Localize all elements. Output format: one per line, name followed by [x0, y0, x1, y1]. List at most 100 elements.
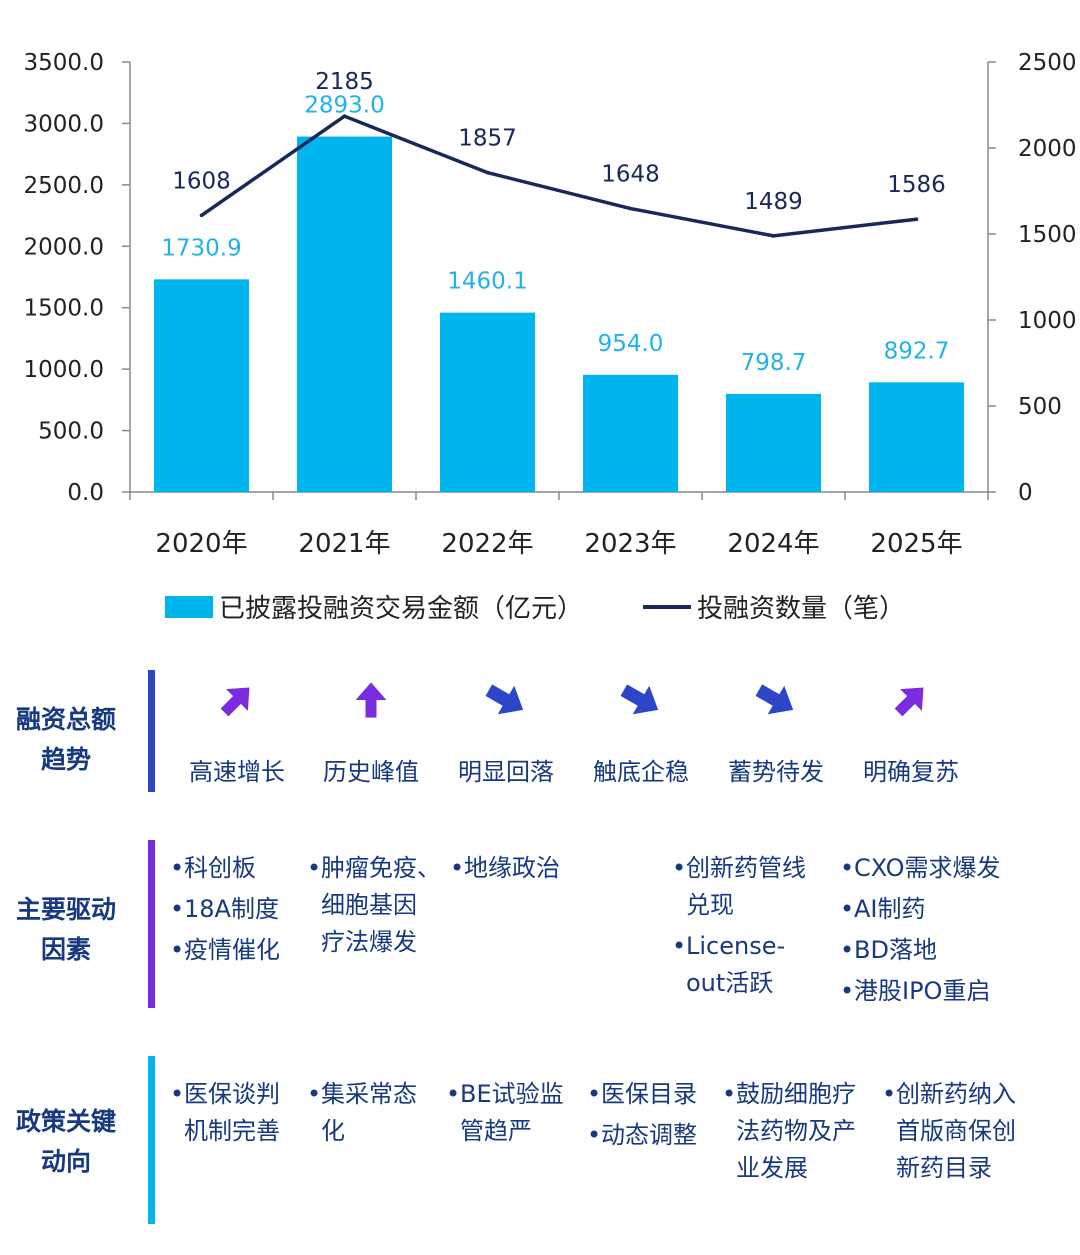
bullet-text: 兑现: [686, 891, 734, 919]
line-data-label: 1857: [458, 126, 517, 152]
line-point: [199, 213, 204, 218]
bullet-item: • 疫情催化: [170, 932, 280, 969]
bullet-dot: [722, 1113, 736, 1150]
bullet-dot: •: [170, 936, 185, 964]
line-point: [342, 114, 347, 118]
x-tick-label: 2023年: [584, 529, 676, 559]
x-tick-label: 2025年: [870, 529, 962, 559]
left-tick-label: 0.0: [67, 480, 104, 506]
trend-label: 明确复苏: [863, 758, 959, 786]
bullet-text: 创新药管线: [686, 854, 806, 882]
bullet-text: BE试验监: [460, 1080, 564, 1108]
bullet-column: • 医保目录 • 动态调整: [587, 1076, 697, 1154]
bullet-dot: •: [307, 854, 322, 882]
bullet-text: 管趋严: [460, 1117, 532, 1145]
bullet-dot: •: [307, 1080, 322, 1108]
bullet-dot: [307, 924, 321, 961]
arrow-down-right-icon: [485, 684, 524, 715]
line-point: [914, 217, 919, 222]
bullet-item: • 创新药管线: [672, 850, 806, 887]
x-tick-label: 2024年: [727, 529, 819, 559]
bullet-item-continuation: out活跃: [672, 965, 806, 1002]
bar-data-label: 1460.1: [447, 269, 527, 295]
bullet-text: 港股IPO重启: [854, 977, 991, 1005]
bullet-item-continuation: 业发展: [722, 1150, 856, 1187]
bullet-item-continuation: 机制完善: [170, 1113, 280, 1150]
bullet-item: • AI制药: [840, 891, 1001, 928]
bullet-dot: •: [170, 854, 185, 882]
bullet-dot: •: [446, 1080, 461, 1108]
bullet-dot: [882, 1113, 896, 1150]
bullet-dot: [882, 1150, 896, 1187]
bullet-dot: [446, 1113, 460, 1150]
bullet-item: • 地缘政治: [450, 850, 560, 887]
bullet-text: AI制药: [854, 895, 926, 923]
bullet-dot: •: [450, 854, 465, 882]
bullet-item: • 动态调整: [587, 1117, 697, 1154]
bullet-item-continuation: 新药目录: [882, 1150, 1016, 1187]
bullet-text: 创新药纳入: [896, 1080, 1016, 1108]
left-tick-label: 3500.0: [24, 50, 104, 76]
line-data-label: 1489: [744, 189, 803, 215]
policy-title-line2: 动向: [40, 1147, 91, 1176]
bullet-dot: [672, 965, 686, 1002]
line-point: [771, 234, 776, 238]
bar-data-label: 798.7: [741, 350, 807, 376]
bullet-item: • 18A制度: [170, 891, 280, 928]
bullet-text: 新药目录: [896, 1154, 992, 1182]
bullet-text: 鼓励细胞疗: [736, 1080, 856, 1108]
bullet-dot: •: [882, 1080, 897, 1108]
trend-section-title: 融资总额 趋势: [6, 700, 126, 780]
bullet-dot: •: [840, 977, 855, 1005]
bar-data-label: 892.7: [884, 338, 950, 364]
bullet-column: • 创新药管线 兑现 • License-out活跃: [672, 850, 806, 1002]
policy-section-title: 政策关键 动向: [6, 1102, 126, 1182]
bullet-text: 18A制度: [184, 895, 279, 923]
bullet-dot: [170, 1113, 184, 1150]
bar: [154, 279, 249, 492]
bullet-text: 肿瘤免疫、: [321, 854, 441, 882]
drivers-section-title: 主要驱动 因素: [6, 890, 126, 970]
legend-bar-label: 已披露投融资交易金额（亿元）: [219, 594, 584, 624]
trend-label: 历史峰值: [323, 758, 419, 786]
bullet-dot: •: [722, 1080, 737, 1108]
left-tick-label: 2000.0: [24, 234, 104, 260]
bullet-item-continuation: 法药物及产: [722, 1113, 856, 1150]
arrow-down-right-icon: [755, 684, 794, 715]
trend-item: 蓄势待发: [711, 678, 841, 787]
line-data-label: 2185: [315, 69, 374, 95]
left-tick-label: 1000.0: [24, 357, 104, 383]
bullet-dot: [672, 887, 686, 924]
bullet-text: 疫情催化: [184, 936, 280, 964]
bullet-item-continuation: 化: [307, 1113, 417, 1150]
bar: [726, 393, 821, 492]
bullet-dot: [307, 887, 321, 924]
bullet-dot: •: [672, 854, 687, 882]
bullet-dot: •: [840, 854, 855, 882]
trend-label: 触底企稳: [593, 758, 689, 786]
chart-legend: 已披露投融资交易金额（亿元） 投融资数量（笔）: [165, 588, 905, 625]
bullet-text: 科创板: [184, 854, 256, 882]
bullet-dot: •: [672, 932, 687, 960]
bullet-text: 业发展: [736, 1154, 808, 1182]
bullet-text: 动态调整: [601, 1121, 697, 1149]
bullet-item-continuation: 细胞基因: [307, 887, 441, 924]
bullet-text: 地缘政治: [464, 854, 560, 882]
bullet-item: • License-: [672, 928, 806, 965]
legend-line-swatch: [643, 604, 692, 609]
bullet-dot: •: [170, 1080, 185, 1108]
trend-title-line1: 融资总额: [15, 705, 116, 734]
x-tick-label: 2020年: [155, 529, 247, 559]
policy-section: 政策关键 动向 • 医保谈判 机制完善 • 集采常态化 • BE试验监 管趋严 • 医保目录 • 动态…: [0, 1056, 1080, 1226]
right-tick-label: 500: [1018, 394, 1062, 420]
right-tick-label: 0: [1018, 480, 1033, 506]
left-tick-label: 1500.0: [24, 296, 104, 322]
trend-section-bar: [148, 670, 155, 792]
x-tick-label: 2022年: [441, 529, 533, 559]
bullet-item: • 创新药纳入: [882, 1076, 1016, 1113]
bullet-dot: •: [587, 1121, 602, 1149]
bullet-column: • CXO需求爆发 • AI制药 • BD落地 • 港股IPO重启: [840, 850, 1001, 1010]
legend-line-label: 投融资数量（笔）: [697, 594, 906, 624]
bullet-item: • 医保谈判: [170, 1076, 280, 1113]
bullet-text: License-: [686, 932, 786, 960]
